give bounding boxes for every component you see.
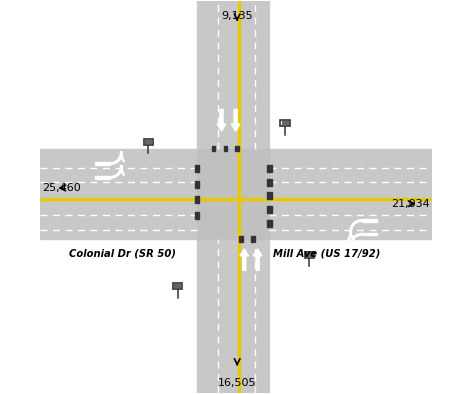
FancyArrow shape — [240, 249, 249, 270]
Bar — [195, 196, 200, 203]
Bar — [267, 220, 272, 227]
FancyArrow shape — [253, 249, 262, 270]
Text: 21,034: 21,034 — [392, 199, 430, 209]
FancyArrow shape — [362, 219, 377, 222]
Bar — [174, 284, 181, 288]
Bar — [40, 149, 432, 239]
Text: 25,460: 25,460 — [42, 183, 80, 193]
Bar — [281, 121, 288, 125]
Bar — [195, 180, 200, 188]
FancyArrow shape — [217, 110, 226, 131]
Bar — [173, 283, 182, 289]
Bar — [306, 253, 313, 256]
Bar — [236, 146, 239, 151]
Bar — [267, 206, 272, 213]
Bar — [197, 1, 270, 393]
FancyArrow shape — [95, 162, 110, 165]
Bar — [239, 236, 243, 242]
Bar — [305, 252, 314, 258]
Bar — [195, 212, 200, 219]
FancyArrow shape — [95, 176, 110, 178]
Bar — [224, 146, 227, 151]
Bar — [195, 165, 200, 172]
Text: Colonial Dr (SR 50): Colonial Dr (SR 50) — [69, 249, 176, 259]
Bar — [144, 139, 153, 145]
Bar — [267, 192, 272, 199]
FancyArrow shape — [362, 233, 377, 236]
Bar — [267, 165, 272, 172]
Bar — [212, 146, 215, 151]
Bar — [197, 149, 270, 239]
Text: 9,135: 9,135 — [221, 11, 253, 20]
Text: 16,505: 16,505 — [218, 378, 256, 388]
Text: Mill Ave (US 17/92): Mill Ave (US 17/92) — [273, 249, 381, 259]
Bar — [267, 178, 272, 186]
Bar — [145, 140, 152, 143]
Bar — [251, 236, 255, 242]
Bar — [280, 120, 290, 126]
FancyArrow shape — [231, 110, 240, 131]
